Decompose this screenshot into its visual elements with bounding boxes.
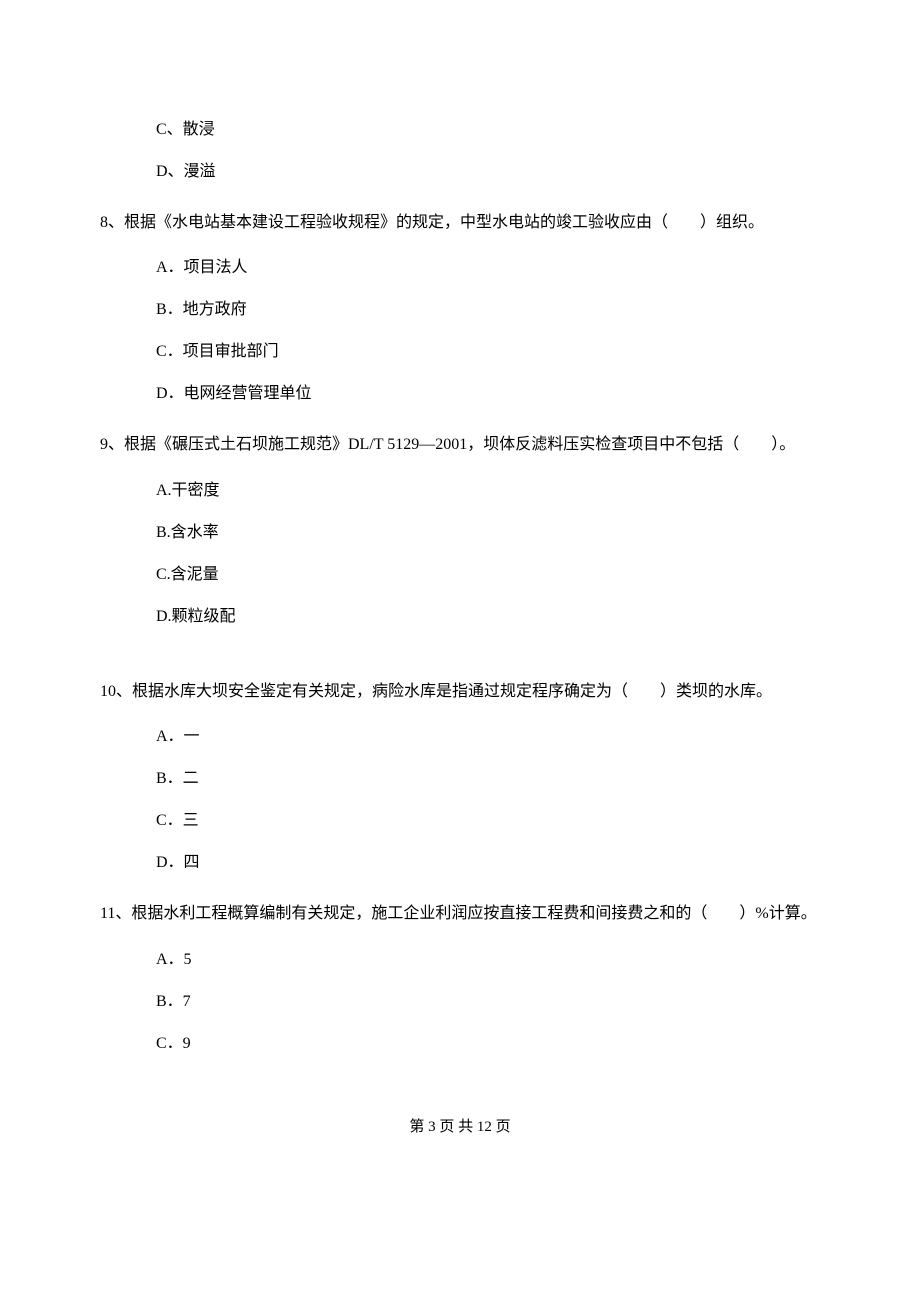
q9-option-a: A.干密度 (156, 479, 820, 503)
q9-text: 9、根据《碾压式土石坝施工规范》DL/T 5129—2001，坝体反滤料压实检查… (100, 430, 820, 460)
q10-option-d: D．四 (156, 851, 820, 875)
q11-option-b: B．7 (156, 990, 820, 1014)
q11-option-a: A．5 (156, 948, 820, 972)
q10-text: 10、根据水库大坝安全鉴定有关规定，病险水库是指通过规定程序确定为（ ）类坝的水… (100, 677, 820, 707)
q8-option-c: C．项目审批部门 (156, 340, 820, 364)
q10-option-a: A．一 (156, 725, 820, 749)
q7-option-c: C、散浸 (156, 118, 820, 142)
q11-option-c: C．9 (156, 1032, 820, 1056)
q7-option-d: D、漫溢 (156, 160, 820, 184)
q8-option-b: B．地方政府 (156, 298, 820, 322)
q10-option-c: C．三 (156, 809, 820, 833)
q10-option-b: B．二 (156, 767, 820, 791)
q9-option-b: B.含水率 (156, 521, 820, 545)
q8-option-a: A．项目法人 (156, 256, 820, 280)
q8-option-d: D．电网经营管理单位 (156, 382, 820, 406)
q9-option-c: C.含泥量 (156, 563, 820, 587)
q11-text: 11、根据水利工程概算编制有关规定，施工企业利润应按直接工程费和间接费之和的（ … (100, 899, 820, 929)
q9-option-d: D.颗粒级配 (156, 605, 820, 629)
q8-text: 8、根据《水电站基本建设工程验收规程》的规定，中型水电站的竣工验收应由（ ）组织… (100, 208, 820, 238)
page-footer: 第 3 页 共 12 页 (100, 1116, 820, 1139)
